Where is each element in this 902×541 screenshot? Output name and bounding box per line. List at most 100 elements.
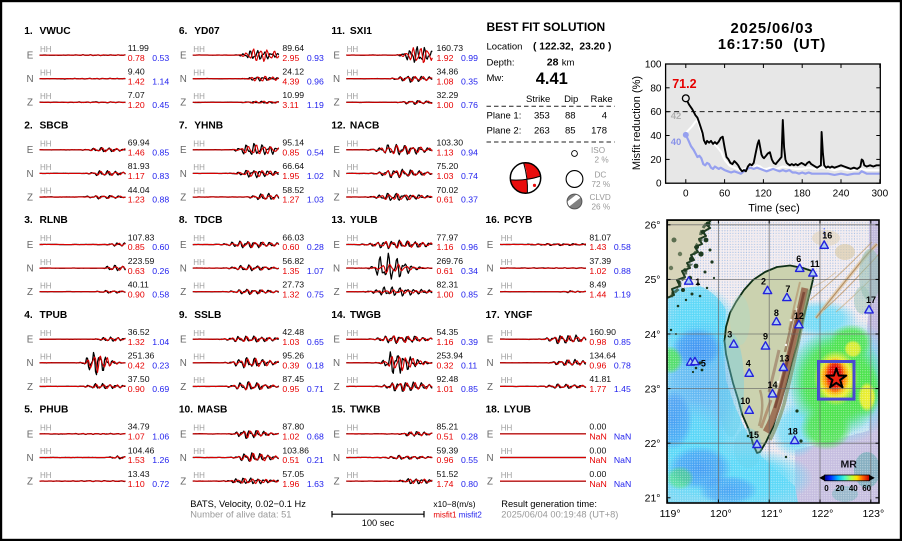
svg-text:YHNB: YHNB	[194, 121, 223, 132]
svg-text:HH: HH	[193, 353, 205, 362]
svg-text:37.50: 37.50	[128, 374, 150, 384]
svg-text:0.69: 0.69	[152, 384, 169, 394]
svg-text:PHUB: PHUB	[40, 405, 69, 416]
svg-text:N: N	[26, 74, 33, 85]
svg-text:Plane 2:: Plane 2:	[487, 126, 522, 137]
svg-text:Plane 1:: Plane 1:	[487, 111, 522, 122]
svg-text:0.85: 0.85	[461, 384, 478, 394]
svg-text:0.78: 0.78	[614, 361, 631, 371]
svg-text:Z: Z	[27, 382, 33, 393]
svg-text:40: 40	[671, 137, 682, 148]
svg-text:26 %: 26 %	[592, 203, 611, 212]
svg-text:14.: 14.	[331, 310, 345, 321]
svg-text:120: 120	[755, 189, 772, 200]
svg-text:1.95: 1.95	[282, 171, 299, 181]
svg-text:0.76: 0.76	[461, 100, 478, 110]
svg-text:0.88: 0.88	[614, 266, 631, 276]
svg-text:N: N	[333, 358, 340, 369]
svg-text:0.28: 0.28	[461, 432, 478, 442]
svg-text:NaN: NaN	[589, 432, 606, 442]
svg-text:HH: HH	[193, 163, 205, 172]
svg-text:HH: HH	[40, 258, 52, 267]
svg-text:2.: 2.	[24, 121, 33, 132]
svg-text:Z: Z	[180, 98, 186, 109]
svg-text:34.86: 34.86	[437, 67, 459, 77]
svg-text:0.51: 0.51	[282, 455, 299, 465]
svg-text:1.27: 1.27	[282, 195, 299, 205]
svg-text:0.88: 0.88	[152, 195, 169, 205]
svg-text:1.: 1.	[24, 26, 33, 37]
svg-text:0.65: 0.65	[307, 337, 324, 347]
svg-text:0.37: 0.37	[461, 195, 478, 205]
svg-text:1.20: 1.20	[128, 100, 145, 110]
svg-text:23°: 23°	[645, 383, 661, 395]
svg-text:N: N	[333, 453, 340, 464]
svg-text:0.32: 0.32	[437, 361, 454, 371]
svg-text:2025/06/04 00:19:48 (UT+8): 2025/06/04 00:19:48 (UT+8)	[501, 510, 618, 520]
svg-text:E: E	[333, 429, 340, 440]
svg-text:VWUC: VWUC	[40, 26, 72, 37]
svg-text:17: 17	[866, 295, 876, 305]
svg-text:26°: 26°	[645, 220, 661, 232]
svg-text:RLNB: RLNB	[40, 215, 68, 226]
svg-text:YNGF: YNGF	[504, 310, 532, 321]
svg-text:123°: 123°	[862, 508, 884, 520]
svg-text:HH: HH	[40, 353, 52, 362]
svg-text:HH: HH	[501, 234, 513, 243]
svg-text:NaN: NaN	[589, 455, 606, 465]
svg-text:1.26: 1.26	[152, 455, 169, 465]
svg-text:15.: 15.	[331, 405, 345, 416]
svg-text:8.49: 8.49	[589, 280, 606, 290]
svg-text:1.35: 1.35	[282, 266, 299, 276]
svg-text:3.: 3.	[24, 215, 33, 226]
svg-text:0.58: 0.58	[614, 242, 631, 252]
svg-text:10.: 10.	[179, 405, 193, 416]
svg-text:0.18: 0.18	[307, 361, 324, 371]
svg-text:0.21: 0.21	[307, 455, 324, 465]
svg-text:0.60: 0.60	[282, 242, 299, 252]
svg-text:15: 15	[749, 430, 759, 440]
svg-text:1.00: 1.00	[437, 289, 454, 299]
svg-text:N: N	[333, 169, 340, 180]
svg-text:77.97: 77.97	[437, 232, 459, 242]
svg-text:HH: HH	[40, 234, 52, 243]
svg-text:251.36: 251.36	[128, 351, 155, 361]
svg-text:HH: HH	[501, 329, 513, 338]
svg-text:Z: Z	[334, 192, 340, 203]
svg-text:1.32: 1.32	[282, 289, 299, 299]
svg-text:Dip: Dip	[564, 94, 578, 105]
svg-text:Z: Z	[487, 287, 493, 298]
svg-text:HH: HH	[347, 92, 359, 101]
svg-text:HH: HH	[40, 163, 52, 172]
svg-text:8: 8	[774, 308, 779, 318]
svg-text:81.07: 81.07	[589, 232, 611, 242]
svg-text:42.48: 42.48	[282, 327, 304, 337]
svg-text:HH: HH	[193, 281, 205, 290]
svg-text:3: 3	[727, 329, 732, 339]
svg-text:BEST FIT SOLUTION: BEST FIT SOLUTION	[487, 20, 606, 34]
svg-text:HH: HH	[193, 234, 205, 243]
svg-text:134.64: 134.64	[589, 351, 616, 361]
svg-text:HH: HH	[193, 376, 205, 385]
svg-text:E: E	[27, 145, 34, 156]
svg-text:Mw:: Mw:	[487, 73, 504, 84]
svg-text:88: 88	[565, 111, 576, 122]
svg-text:N: N	[333, 264, 340, 275]
svg-text:CLVD: CLVD	[590, 193, 611, 202]
svg-text:MR: MR	[841, 459, 858, 471]
svg-text:40: 40	[849, 484, 858, 493]
svg-text:353: 353	[534, 111, 550, 122]
svg-text:0.63: 0.63	[128, 266, 145, 276]
svg-text:HH: HH	[347, 376, 359, 385]
svg-text:0.94: 0.94	[461, 148, 478, 158]
svg-text:0.54: 0.54	[307, 148, 324, 158]
svg-text:95.26: 95.26	[282, 351, 304, 361]
svg-text:1.02: 1.02	[307, 171, 324, 181]
svg-text:HH: HH	[347, 187, 359, 196]
svg-text:NaN: NaN	[614, 479, 631, 489]
svg-text:0.35: 0.35	[461, 76, 478, 86]
svg-text:0.39: 0.39	[461, 337, 478, 347]
svg-text:0.60: 0.60	[152, 242, 169, 252]
svg-text:16: 16	[822, 231, 832, 241]
svg-text:HH: HH	[193, 92, 205, 101]
